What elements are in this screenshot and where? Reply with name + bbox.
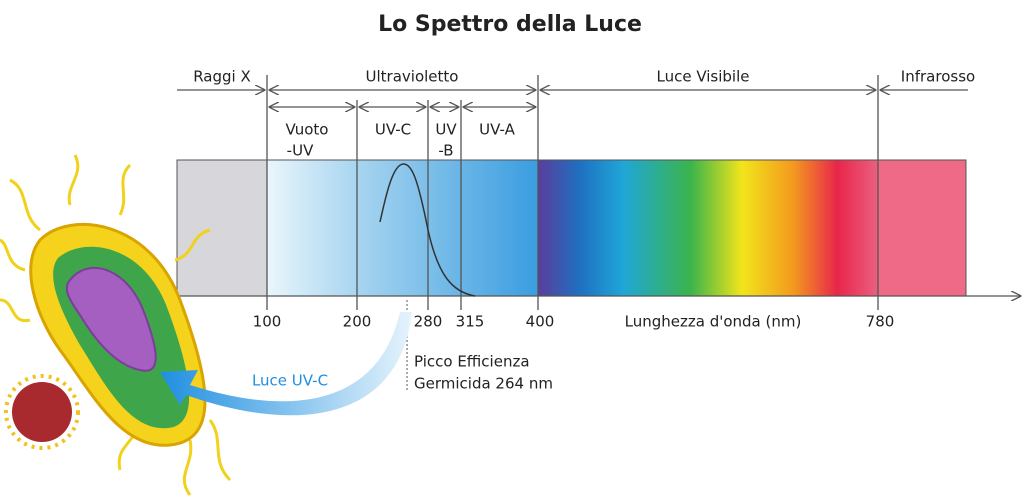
subregion-label: UV bbox=[435, 121, 457, 139]
uvc-beam bbox=[160, 312, 412, 416]
tick-label: 200 bbox=[343, 313, 372, 331]
tick-label: 400 bbox=[526, 313, 555, 331]
spectrum-band bbox=[176, 159, 967, 297]
title: Lo Spettro della Luce bbox=[378, 12, 642, 37]
subregion-label: UV-C bbox=[375, 121, 411, 139]
beam-label: Luce UV-C bbox=[252, 372, 328, 390]
tick-label: 315 bbox=[456, 313, 485, 331]
subregion-label: -UV bbox=[287, 142, 314, 160]
region-label: Luce Visibile bbox=[656, 68, 749, 86]
tick-label: 100 bbox=[253, 313, 282, 331]
region-label: Infrarosso bbox=[901, 68, 975, 86]
axis-label: Lunghezza d'onda (nm) bbox=[625, 313, 802, 331]
axes bbox=[177, 75, 1020, 310]
subregion-label: UV-A bbox=[479, 121, 515, 139]
virus bbox=[4, 374, 80, 450]
region-label: Raggi X bbox=[193, 68, 251, 86]
annotation: Picco Efficienza bbox=[414, 353, 530, 371]
bacterium bbox=[0, 154, 232, 496]
subregion-label: -B bbox=[438, 142, 453, 160]
subregion-label: Vuoto bbox=[286, 121, 329, 139]
efficiency-curve bbox=[379, 163, 476, 297]
region-label: Ultravioletto bbox=[366, 68, 459, 86]
annotation: Germicida 264 nm bbox=[414, 375, 553, 393]
tick-label: 780 bbox=[866, 313, 895, 331]
tick-label: 280 bbox=[414, 313, 443, 331]
